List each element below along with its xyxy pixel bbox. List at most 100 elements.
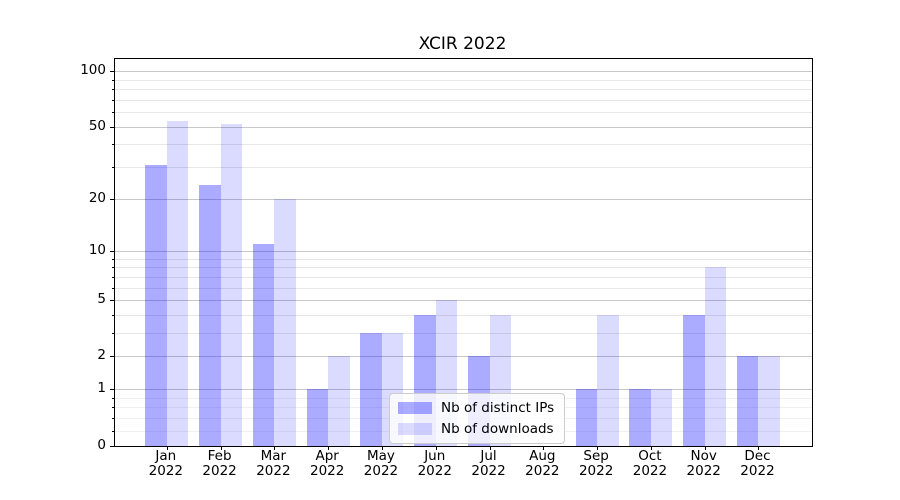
gridline-major: [115, 126, 812, 128]
gridline-minor: [115, 333, 812, 335]
x-tick-label: Feb 2022: [202, 448, 237, 479]
x-tick: [543, 445, 545, 450]
bar-distinct-ips-may: [360, 333, 382, 446]
x-tick-label: Jun 2022: [417, 448, 452, 479]
bar-downloads-oct: [650, 389, 673, 446]
gridline-major: [115, 251, 812, 253]
x-tick-label: Nov 2022: [686, 448, 721, 479]
y-minor-tick: [111, 267, 114, 269]
y-tick-label: 50: [88, 117, 106, 134]
gridline-minor: [115, 287, 812, 289]
legend-label: Nb of distinct IPs: [441, 400, 555, 416]
y-minor-tick: [111, 333, 114, 335]
y-minor-tick: [111, 79, 114, 81]
bar-distinct-ips-nov: [683, 315, 705, 446]
x-tick-label: Jul 2022: [471, 448, 506, 479]
x-tick: [166, 445, 168, 450]
legend-swatch-downloads-icon: [398, 423, 432, 435]
y-tick: [110, 198, 114, 200]
x-tick: [381, 445, 383, 450]
bar-downloads-jan: [166, 120, 189, 446]
bar-downloads-feb: [220, 123, 243, 446]
y-tick-label: 10: [88, 242, 106, 259]
x-tick: [758, 445, 760, 450]
y-tick: [110, 126, 114, 128]
plot-area: Nb of distinct IPs Nb of downloads: [110, 58, 813, 450]
y-tick: [110, 300, 114, 302]
y-tick: [110, 71, 114, 73]
legend-swatch-distinct-ips-icon: [398, 402, 432, 414]
x-tick-label: Oct 2022: [632, 448, 668, 479]
gridline-minor: [115, 144, 812, 146]
x-tick: [597, 445, 599, 450]
x-tick: [704, 445, 706, 450]
y-minor-tick: [111, 287, 114, 289]
y-tick-label: 0: [97, 436, 106, 453]
bar-distinct-ips-jan: [145, 164, 167, 446]
bar-downloads-apr: [328, 356, 350, 446]
y-tick-label: 2: [97, 347, 106, 364]
gridline-minor: [115, 112, 812, 114]
y-minor-tick: [111, 112, 114, 114]
x-tick-label: Sep 2022: [578, 448, 614, 479]
gridline-major: [115, 198, 812, 200]
y-tick-label: 1: [97, 380, 106, 397]
y-minor-tick: [111, 89, 114, 91]
x-tick: [489, 445, 491, 450]
bar-distinct-ips-sep: [575, 389, 598, 446]
y-minor-tick: [111, 418, 114, 420]
y-minor-tick: [111, 397, 114, 399]
legend: Nb of distinct IPs Nb of downloads: [389, 393, 566, 444]
y-tick: [110, 251, 114, 253]
gridline-minor: [115, 99, 812, 101]
chart-title: XCIR 2022: [418, 34, 507, 54]
y-minor-tick: [111, 315, 114, 316]
bar-distinct-ips-feb: [199, 184, 221, 446]
y-minor-tick: [111, 407, 114, 409]
y-tick: [110, 445, 114, 447]
gridline-minor: [115, 89, 812, 91]
y-minor-tick: [111, 258, 114, 260]
y-tick: [110, 389, 114, 391]
gridline-minor: [115, 267, 812, 269]
y-minor-tick: [111, 430, 114, 432]
gridline-minor: [115, 276, 812, 278]
x-tick: [328, 445, 330, 450]
x-tick: [435, 445, 437, 450]
x-tick-label: Mar 2022: [256, 448, 291, 479]
bar-downloads-sep: [597, 315, 619, 446]
gridline-major: [115, 71, 812, 73]
legend-item: Nb of downloads: [398, 421, 554, 437]
gridline-major: [115, 389, 812, 391]
x-tick: [650, 445, 652, 450]
legend-item: Nb of distinct IPs: [398, 400, 554, 416]
y-minor-tick: [111, 99, 114, 101]
gridline-minor: [115, 258, 812, 260]
bar-distinct-ips-dec: [736, 356, 759, 446]
bar-downloads-mar: [274, 198, 296, 446]
bar-distinct-ips-oct: [629, 389, 651, 446]
y-minor-tick: [111, 167, 114, 169]
bar-distinct-ips-apr: [306, 389, 329, 446]
x-tick-label: Dec 2022: [740, 448, 775, 479]
y-tick-label: 5: [97, 291, 106, 308]
gridline-major: [115, 300, 812, 302]
y-minor-tick: [111, 144, 114, 146]
y-tick: [110, 356, 114, 358]
bar-distinct-ips-mar: [252, 244, 275, 446]
gridline-minor: [115, 79, 812, 81]
gridline-major: [115, 356, 812, 358]
x-tick: [220, 445, 222, 450]
x-tick-label: May 2022: [363, 448, 399, 479]
x-tick: [274, 445, 276, 450]
gridline-minor: [115, 315, 812, 316]
gridline-minor: [115, 167, 812, 169]
x-tick-label: Jan 2022: [148, 448, 183, 479]
x-tick-label: Apr 2022: [309, 448, 345, 479]
y-tick-label: 20: [88, 189, 106, 206]
y-minor-tick: [111, 276, 114, 278]
x-tick-label: Aug 2022: [525, 448, 560, 479]
y-tick-label: 100: [80, 62, 106, 79]
bar-downloads-nov: [704, 267, 727, 446]
